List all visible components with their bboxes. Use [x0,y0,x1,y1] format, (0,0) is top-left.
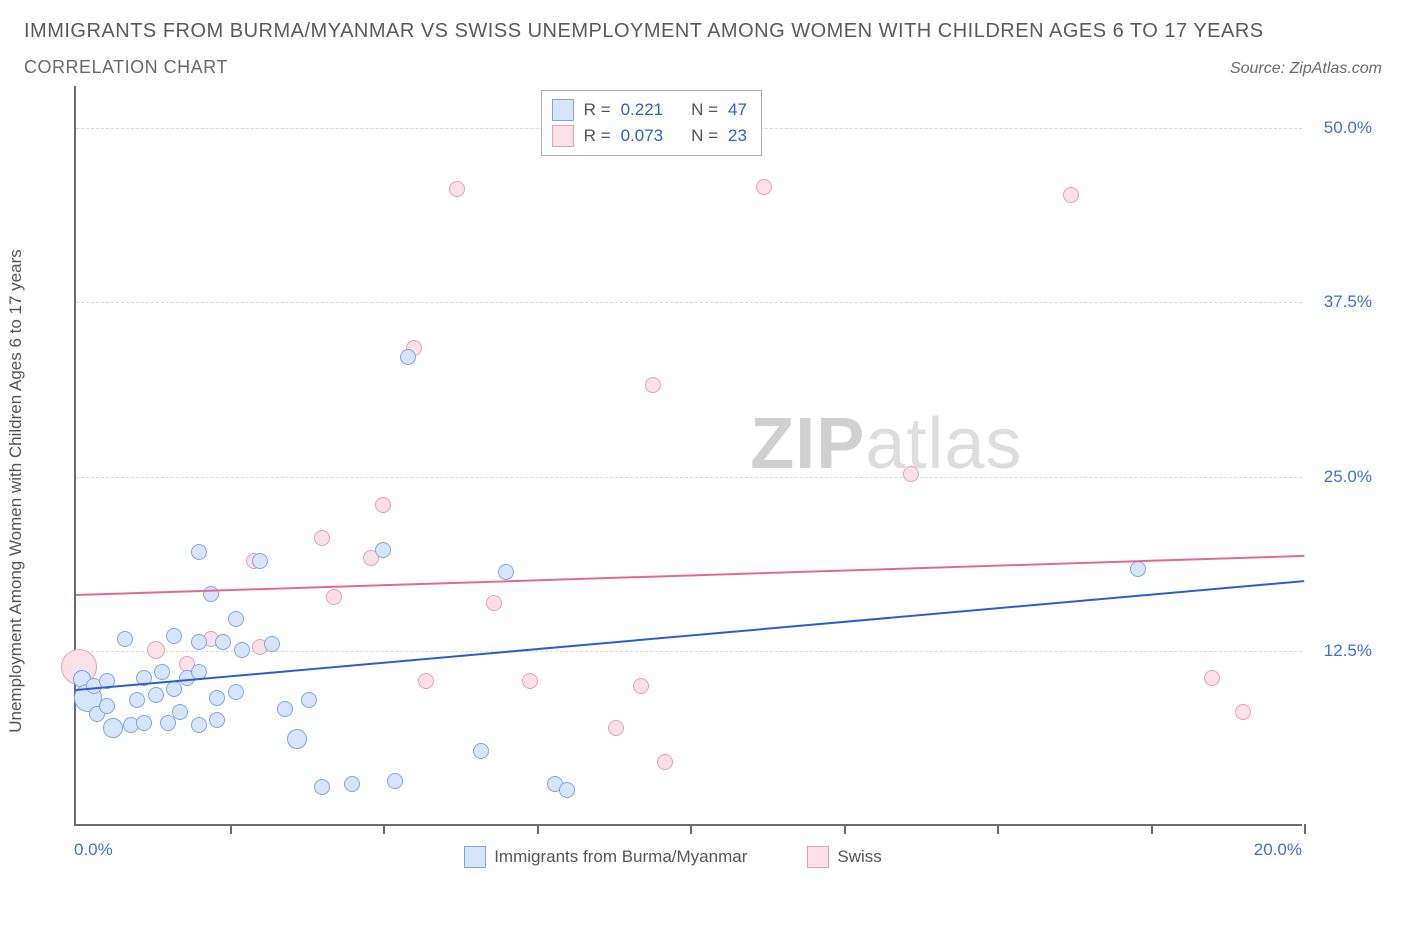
scatter-point [473,743,489,759]
scatter-point [172,704,188,720]
scatter-point [147,641,165,659]
scatter-point [277,701,293,717]
x-axis-max-label: 20.0% [1254,840,1302,860]
x-axis-min-label: 0.0% [74,840,113,860]
stats-r-value-1: 0.073 [621,123,664,149]
scatter-point [418,673,434,689]
scatter-point [400,349,416,365]
scatter-point [154,664,170,680]
scatter-point [375,497,391,513]
stats-r-label-0: R = [584,97,611,123]
legend-swatch-series-0 [464,846,486,868]
y-tick-label: 25.0% [1324,467,1372,487]
scatter-point [136,715,152,731]
stats-n-label-1: N = [691,123,718,149]
source-label: Source: ZipAtlas.com [1230,60,1382,78]
scatter-point [209,712,225,728]
scatter-point [215,634,231,650]
scatter-point [608,720,624,736]
y-axis-label: Unemployment Among Women with Children A… [6,249,26,733]
x-tick [383,824,385,834]
legend-item-series-0: Immigrants from Burma/Myanmar [464,846,747,868]
scatter-point [148,687,164,703]
scatter-point [191,634,207,650]
gridline [76,477,1302,478]
scatter-point [633,678,649,694]
watermark-rest: atlas [865,404,1022,484]
scatter-point [903,466,919,482]
bottom-legend: Immigrants from Burma/Myanmar Swiss [124,846,1222,868]
swatch-series-0 [552,99,574,121]
watermark-bold: ZIP [750,404,865,484]
y-tick-label: 50.0% [1324,118,1372,138]
scatter-point [387,773,403,789]
scatter-point [449,181,465,197]
scatter-point [645,377,661,393]
stats-n-value-0: 47 [728,97,747,123]
scatter-point [228,611,244,627]
x-tick [537,824,539,834]
legend-swatch-series-1 [807,846,829,868]
chart-container: Unemployment Among Women with Children A… [24,86,1382,896]
scatter-point [117,631,133,647]
scatter-point [1130,561,1146,577]
scatter-point [287,729,307,749]
scatter-point [166,628,182,644]
scatter-point [657,754,673,770]
subtitle-row: CORRELATION CHART Source: ZipAtlas.com [24,57,1382,78]
scatter-point [522,673,538,689]
legend-item-series-1: Swiss [807,846,881,868]
watermark: ZIPatlas [750,403,1022,485]
scatter-point [314,779,330,795]
stats-r-label-1: R = [584,123,611,149]
stats-row-series-1: R = 0.073 N = 23 [552,123,747,149]
trend-line [76,580,1304,691]
page-root: IMMIGRANTS FROM BURMA/MYANMAR VS SWISS U… [0,0,1406,930]
scatter-point [756,179,772,195]
scatter-point [228,684,244,700]
scatter-point [191,544,207,560]
scatter-point [314,530,330,546]
scatter-point [252,553,268,569]
stats-legend-box: R = 0.221 N = 47 R = 0.073 N = 23 [541,90,762,156]
y-tick-label: 37.5% [1324,292,1372,312]
legend-label-series-0: Immigrants from Burma/Myanmar [494,847,747,867]
x-tick [690,824,692,834]
scatter-point [344,776,360,792]
plot-area: ZIPatlas 12.5%25.0%37.5%50.0% [74,86,1302,826]
x-tick [1304,824,1306,834]
scatter-point [264,636,280,652]
scatter-point [559,782,575,798]
x-tick [1151,824,1153,834]
scatter-point [1235,704,1251,720]
scatter-point [301,692,317,708]
scatter-point [103,718,123,738]
scatter-point [129,692,145,708]
y-tick-label: 12.5% [1324,641,1372,661]
scatter-point [486,595,502,611]
scatter-point [1063,187,1079,203]
scatter-point [99,698,115,714]
x-tick [997,824,999,834]
gridline [76,302,1302,303]
stats-n-value-1: 23 [728,123,747,149]
stats-row-series-0: R = 0.221 N = 47 [552,97,747,123]
chart-title: IMMIGRANTS FROM BURMA/MYANMAR VS SWISS U… [24,20,1382,43]
x-tick [844,824,846,834]
scatter-point [375,542,391,558]
swatch-series-1 [552,125,574,147]
scatter-point [191,717,207,733]
plot-wrap: ZIPatlas 12.5%25.0%37.5%50.0% R = 0.221 … [74,86,1302,826]
scatter-point [1204,670,1220,686]
legend-label-series-1: Swiss [837,847,881,867]
scatter-point [326,589,342,605]
x-tick [230,824,232,834]
chart-subtitle: CORRELATION CHART [24,57,228,78]
scatter-point [498,564,514,580]
stats-r-value-0: 0.221 [621,97,664,123]
scatter-point [209,690,225,706]
scatter-point [234,642,250,658]
stats-n-label-0: N = [691,97,718,123]
